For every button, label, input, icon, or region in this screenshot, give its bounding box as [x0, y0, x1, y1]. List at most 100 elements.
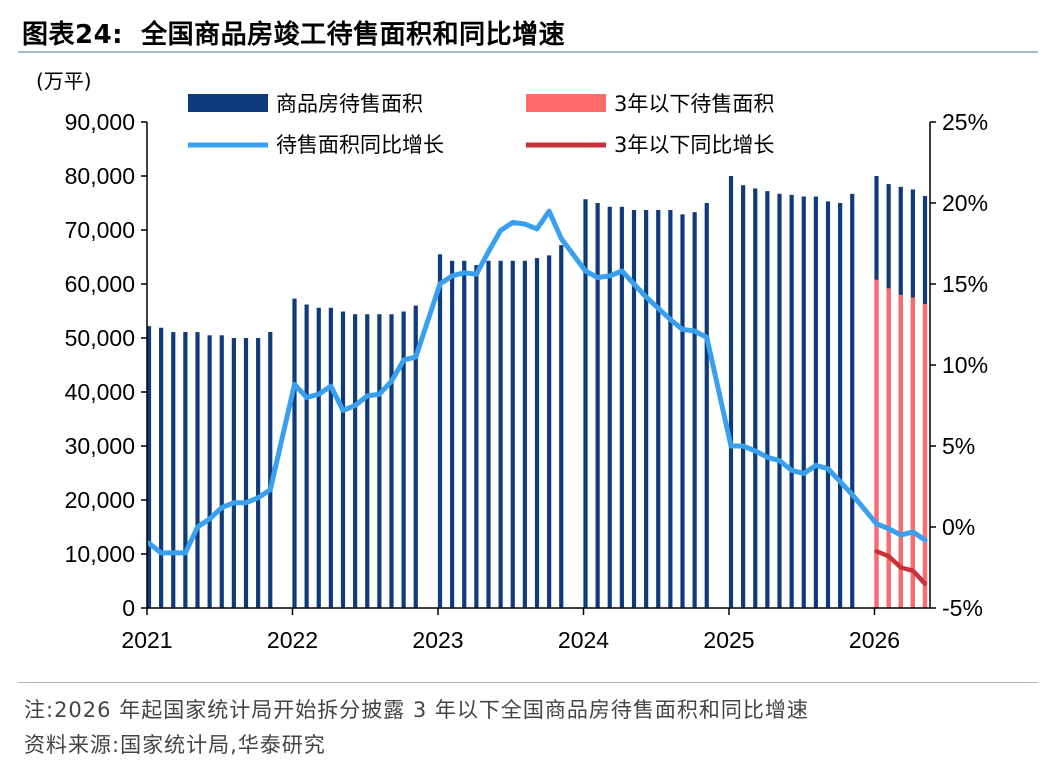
bar-total — [583, 199, 588, 608]
bar-total — [195, 332, 200, 608]
bar-total — [619, 206, 624, 608]
bar-total — [450, 260, 455, 608]
x-tick-label: 2024 — [558, 627, 609, 653]
line-total-yoy — [146, 208, 928, 556]
right-tick-label: 0% — [942, 514, 975, 540]
x-tick-label: 2023 — [412, 627, 463, 653]
bar-total — [328, 307, 333, 608]
bar-total — [207, 335, 212, 608]
figure-label: 图表24: — [22, 20, 124, 50]
line-series-group — [146, 208, 928, 586]
bar-total — [825, 201, 831, 608]
legend-label-total: 商品房待售面积 — [276, 92, 423, 116]
bar-total — [644, 210, 649, 608]
source-note: 资料来源:国家统计局,华泰研究 — [24, 733, 326, 757]
bar-total — [510, 260, 515, 608]
bar-total — [462, 260, 467, 608]
right-tick-label: -5% — [942, 595, 983, 621]
right-tick-label: 25% — [942, 109, 988, 135]
bar-total — [219, 335, 224, 608]
line-3yr-yoy — [874, 549, 928, 586]
bar-total — [850, 193, 855, 608]
left-tick-label: 50,000 — [65, 325, 135, 351]
left-tick-label: 80,000 — [65, 163, 135, 189]
bar-total — [522, 260, 527, 608]
bar-total — [377, 314, 382, 608]
bar-series-total — [146, 176, 928, 609]
bar-total — [680, 214, 685, 608]
right-tick-label: 15% — [942, 271, 988, 297]
bar-total — [547, 255, 552, 608]
bar-total — [146, 326, 152, 608]
bar-total — [183, 332, 188, 608]
bar-3yr — [874, 279, 879, 608]
left-axis-unit: (万平) — [36, 69, 92, 93]
chart-title-text: 全国商品房竣工待售面积和同比增速 — [141, 20, 566, 50]
legend-label-3yr: 3年以下待售面积 — [614, 92, 774, 116]
x-tick-label: 2025 — [703, 627, 754, 653]
bar-total — [595, 203, 600, 608]
bar-total — [789, 194, 794, 608]
legend-label-line-3yr: 3年以下同比增长 — [614, 133, 774, 157]
bar-total — [316, 307, 321, 608]
bar-total — [534, 258, 540, 608]
bar-total — [474, 265, 479, 608]
chart: 0 10,000 20,000 30,000 40,000 50,000 60,000 70,… — [36, 69, 988, 653]
right-tick-label: 5% — [942, 433, 975, 459]
bar-total — [159, 327, 164, 608]
bar-total — [777, 193, 782, 608]
legend-label-line-total: 待售面积同比增长 — [276, 133, 444, 157]
bar-total — [268, 332, 273, 608]
bar-total — [365, 314, 370, 608]
footer-divider — [18, 682, 1038, 683]
bar-total — [231, 338, 236, 608]
footnote: 注:2026 年起国家统计局开始拆分披露 3 年以下全国商品房待售面积和同比增速 — [24, 698, 809, 722]
x-tick-label: 2022 — [267, 627, 318, 653]
legend: 商品房待售面积 3年以下待售面积 待售面积同比增长 3年以下同比增长 — [188, 92, 774, 157]
bar-total — [741, 185, 746, 608]
left-tick-label: 30,000 — [65, 433, 135, 459]
right-tick-label: 20% — [942, 190, 988, 216]
axes: 0 10,000 20,000 30,000 40,000 50,000 60,000 70,… — [65, 109, 988, 653]
bar-total — [304, 304, 309, 608]
bar-3yr — [886, 288, 891, 608]
bar-total — [838, 203, 843, 608]
bar-total — [340, 311, 346, 608]
bar-3yr — [910, 297, 915, 608]
bar-total — [704, 203, 709, 608]
right-tick-label: 10% — [942, 352, 988, 378]
chart-title: 图表24: 全国商品房竣工待售面积和同比增速 — [22, 14, 565, 51]
legend-swatch-total — [188, 94, 268, 112]
bar-total — [656, 210, 661, 608]
bar-series-3yr — [874, 279, 928, 608]
bar-total — [728, 176, 734, 608]
left-tick-label: 0 — [122, 595, 135, 621]
bar-total — [498, 260, 503, 608]
bar-total — [692, 212, 697, 608]
bar-total — [256, 338, 261, 608]
bar-total — [353, 314, 358, 608]
bar-total — [243, 338, 249, 608]
bar-total — [668, 210, 673, 608]
bar-total — [171, 332, 176, 608]
bar-total — [559, 245, 564, 608]
legend-swatch-3yr — [526, 94, 606, 112]
left-tick-label: 40,000 — [65, 379, 135, 405]
title-divider — [18, 51, 1038, 53]
left-tick-label: 60,000 — [65, 271, 135, 297]
left-tick-label: 10,000 — [65, 541, 135, 567]
bar-total — [292, 298, 297, 608]
x-tick-label: 2026 — [849, 627, 900, 653]
left-tick-label: 20,000 — [65, 487, 135, 513]
bar-total — [607, 206, 612, 608]
bar-total — [437, 254, 443, 609]
left-tick-label: 70,000 — [65, 217, 135, 243]
x-tick-label: 2021 — [121, 627, 172, 653]
bar-total — [765, 191, 770, 608]
bar-total — [801, 196, 806, 608]
bar-total — [631, 210, 637, 608]
bar-total — [389, 314, 394, 608]
bar-3yr — [922, 303, 928, 608]
bar-3yr — [898, 294, 903, 608]
left-tick-label: 90,000 — [65, 109, 135, 135]
